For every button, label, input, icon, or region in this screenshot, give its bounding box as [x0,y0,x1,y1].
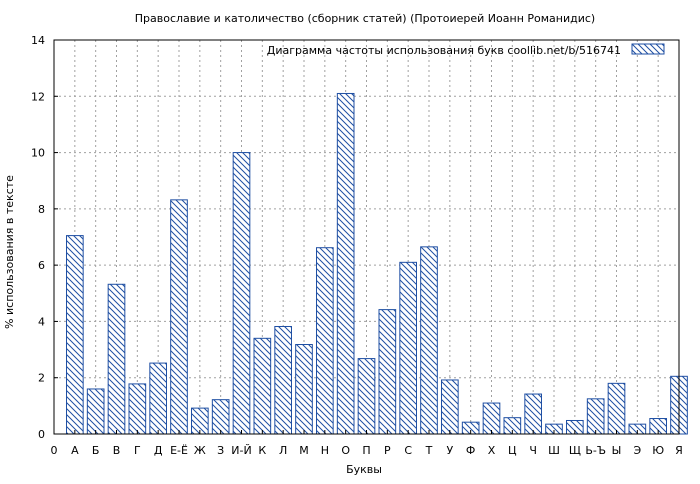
x-tick-label: П [362,444,370,457]
x-tick-label: Д [154,444,163,457]
plot-frame [53,39,680,435]
x-tick-label: Л [279,444,287,457]
x-tick-label: Г [134,444,141,457]
y-axis-label: % использования в тексте [3,175,16,329]
legend-label: Диаграмма частоты использования букв coo… [267,44,621,57]
x-tick-label: З [217,444,224,457]
bar-6 [170,199,188,435]
bar-2 [86,388,105,435]
bar-3 [107,283,126,435]
x-tick-label: Ш [548,444,560,457]
bar-27 [607,382,626,435]
x-tick-label: Я [675,444,683,457]
x-tick-label: Х [488,444,496,457]
bar-8 [211,399,230,435]
y-tick-label: 4 [38,315,45,328]
axes [53,39,680,435]
y-tick-label: 2 [38,372,45,385]
bar-5 [149,362,167,435]
x-tick-label: А [71,444,79,457]
y-tick-labels: 0 2 4 6 8 10 12 14 [31,34,45,441]
x-axis-label: Буквы [346,463,382,476]
bar-17 [399,261,418,435]
x-tick-label: С [404,444,412,457]
x-tick-label: Ж [194,444,206,457]
bars [66,92,688,435]
x-tick-label: Ц [508,444,517,457]
y-tick-label: 14 [31,34,45,47]
x-tick-label: Е-Ё [170,444,188,457]
bar-16 [378,309,397,435]
y-tick-label: 10 [31,147,45,160]
x-tick-label: Ф [466,444,475,457]
x-tick-label: У [446,444,453,457]
x-tick-labels: 0 А Б В Г Д Е-Ё Ж З И-Й К Л М Н О П Р С Т У Ф Х Ц Ч Ш Щ Ь-Ъ Ы Э Ю Я [51,444,683,457]
chart-title: Православие и католичество (сборник стат… [135,12,595,25]
y-tick-label: 6 [38,259,45,272]
legend: Диаграмма частоты использования букв coo… [267,43,665,57]
y-tick-label: 8 [38,203,45,216]
x-tick-label: Ч [529,444,537,457]
x-tick-label: 0 [51,444,58,457]
x-tick-label: Ю [652,444,664,457]
x-tick-label: О [341,444,350,457]
y-tick-label: 12 [31,90,45,103]
bar-13 [316,247,334,435]
y-tick-label: 0 [38,428,45,441]
x-tick-label: Э [633,444,641,457]
x-tick-label: К [258,444,266,457]
bar-4 [128,383,147,435]
bar-19 [441,379,459,435]
x-tick-label: Ы [612,444,622,457]
bar-1 [66,235,84,435]
x-tick-label: И-Й [231,444,251,457]
bar-21 [482,402,501,435]
bar-11 [274,325,293,435]
bar-9 [232,152,251,435]
bar-23 [524,393,542,435]
x-tick-label: Н [321,444,329,457]
x-tick-label: Щ [569,444,581,457]
bar-18 [420,246,438,435]
bar-10 [253,337,272,435]
bar-12 [295,344,313,435]
x-tick-label: Ь-Ъ [585,444,606,457]
x-tick-label: М [299,444,309,457]
legend-swatch [631,43,665,55]
x-tick-label: Р [384,444,391,457]
x-tick-label: В [113,444,121,457]
bar-26 [586,398,605,435]
x-tick-label: Т [425,444,433,457]
bar-14 [336,92,355,435]
x-tick-label: Б [92,444,100,457]
bar-15 [357,358,376,435]
